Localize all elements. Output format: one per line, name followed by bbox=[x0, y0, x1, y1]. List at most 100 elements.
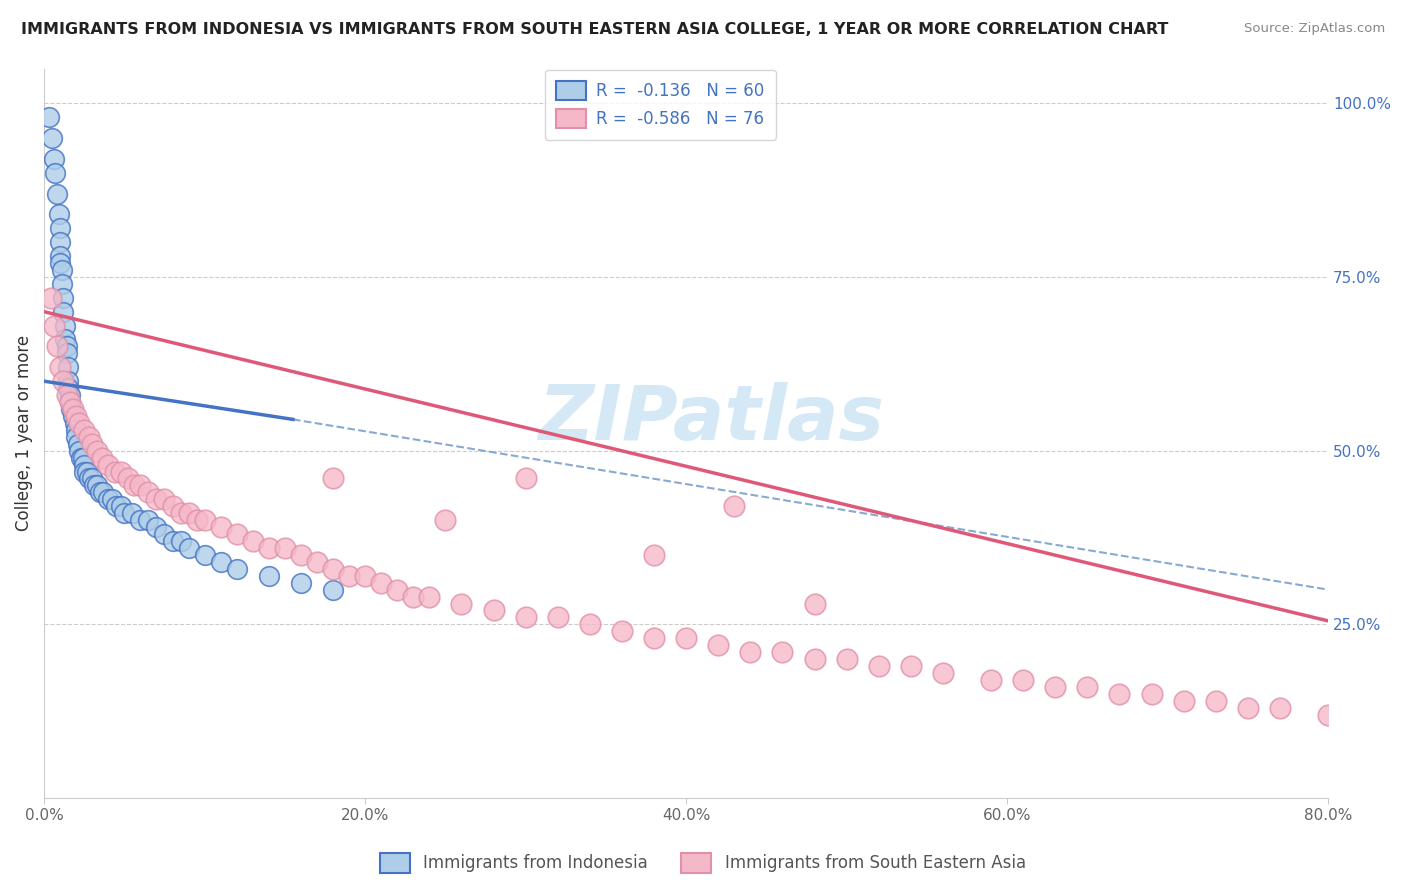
Point bbox=[835, 652, 858, 666]
Point bbox=[418, 590, 440, 604]
Point bbox=[610, 624, 633, 639]
Point bbox=[44, 166, 66, 180]
Point bbox=[194, 548, 217, 562]
Point bbox=[162, 500, 184, 514]
Point bbox=[209, 555, 232, 569]
Point bbox=[980, 673, 1002, 687]
Point bbox=[274, 541, 297, 555]
Point bbox=[42, 318, 65, 333]
Point bbox=[52, 291, 75, 305]
Point bbox=[42, 152, 65, 166]
Point bbox=[105, 500, 128, 514]
Point bbox=[46, 186, 69, 201]
Point bbox=[177, 541, 200, 555]
Point bbox=[72, 450, 94, 465]
Point bbox=[55, 388, 77, 402]
Point bbox=[65, 409, 87, 423]
Point bbox=[110, 465, 132, 479]
Point bbox=[482, 603, 505, 617]
Point bbox=[52, 304, 75, 318]
Point bbox=[129, 513, 152, 527]
Point bbox=[547, 610, 569, 624]
Point bbox=[117, 471, 139, 485]
Point bbox=[322, 582, 344, 597]
Point bbox=[73, 458, 96, 472]
Point bbox=[55, 339, 77, 353]
Point bbox=[129, 478, 152, 492]
Point bbox=[56, 381, 79, 395]
Point bbox=[723, 500, 745, 514]
Point bbox=[194, 513, 217, 527]
Point bbox=[56, 360, 79, 375]
Point bbox=[900, 659, 922, 673]
Point bbox=[643, 548, 665, 562]
Point bbox=[450, 597, 472, 611]
Point bbox=[186, 513, 208, 527]
Point bbox=[62, 409, 84, 423]
Point bbox=[77, 430, 100, 444]
Point bbox=[67, 416, 90, 430]
Point bbox=[1140, 687, 1163, 701]
Point bbox=[59, 395, 82, 409]
Legend: R =  -0.136   N = 60, R =  -0.586   N = 76: R = -0.136 N = 60, R = -0.586 N = 76 bbox=[544, 70, 776, 140]
Point bbox=[515, 471, 537, 485]
Point bbox=[65, 423, 87, 437]
Point bbox=[177, 506, 200, 520]
Text: ZIPatlas: ZIPatlas bbox=[538, 382, 884, 456]
Point bbox=[337, 568, 360, 582]
Point bbox=[51, 277, 73, 291]
Point bbox=[169, 506, 191, 520]
Point bbox=[138, 513, 160, 527]
Point bbox=[82, 471, 104, 485]
Point bbox=[73, 465, 96, 479]
Point bbox=[387, 582, 409, 597]
Point bbox=[100, 492, 122, 507]
Point bbox=[932, 665, 955, 680]
Point bbox=[322, 562, 344, 576]
Point bbox=[39, 291, 62, 305]
Point bbox=[370, 575, 392, 590]
Point bbox=[515, 610, 537, 624]
Point bbox=[675, 632, 697, 646]
Point bbox=[225, 527, 247, 541]
Point bbox=[104, 465, 127, 479]
Point bbox=[49, 249, 72, 263]
Point bbox=[1108, 687, 1130, 701]
Point bbox=[52, 374, 75, 388]
Point bbox=[145, 492, 167, 507]
Point bbox=[48, 207, 70, 221]
Point bbox=[83, 478, 105, 492]
Point bbox=[49, 235, 72, 250]
Point bbox=[67, 443, 90, 458]
Point bbox=[434, 513, 457, 527]
Point bbox=[51, 263, 73, 277]
Point bbox=[1237, 700, 1260, 714]
Point bbox=[41, 131, 63, 145]
Point bbox=[46, 339, 69, 353]
Point bbox=[169, 533, 191, 548]
Point bbox=[86, 443, 108, 458]
Point bbox=[53, 333, 76, 347]
Point bbox=[225, 562, 247, 576]
Point bbox=[1317, 707, 1340, 722]
Point bbox=[60, 401, 83, 416]
Point bbox=[62, 401, 84, 416]
Point bbox=[86, 478, 108, 492]
Point bbox=[97, 492, 120, 507]
Point bbox=[90, 450, 112, 465]
Point bbox=[49, 360, 72, 375]
Point bbox=[153, 492, 176, 507]
Point bbox=[49, 256, 72, 270]
Point bbox=[257, 568, 280, 582]
Point bbox=[1268, 700, 1291, 714]
Point bbox=[153, 527, 176, 541]
Point bbox=[1205, 694, 1227, 708]
Text: Source: ZipAtlas.com: Source: ZipAtlas.com bbox=[1244, 22, 1385, 36]
Point bbox=[112, 506, 135, 520]
Point bbox=[97, 458, 120, 472]
Point bbox=[579, 617, 602, 632]
Point bbox=[59, 395, 82, 409]
Point bbox=[803, 652, 825, 666]
Point bbox=[65, 430, 87, 444]
Point bbox=[89, 485, 111, 500]
